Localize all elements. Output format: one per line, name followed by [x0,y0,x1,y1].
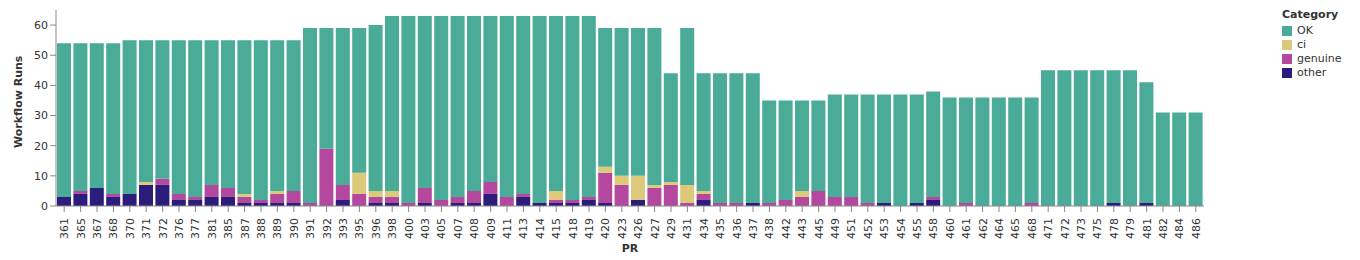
svg-text:443: 443 [796,218,809,239]
html-text:Category: Category [1282,8,1339,21]
svg-text:419: 419 [583,218,596,239]
svg-text:420: 420 [599,218,612,239]
svg-text:468: 468 [1026,218,1039,239]
svg-text:437: 437 [747,218,760,239]
svg-text:451: 451 [845,218,858,239]
svg-text:435: 435 [714,218,727,239]
svg-text:367: 367 [91,218,104,239]
svg-text:400: 400 [403,218,416,239]
svg-text:PR: PR [622,242,639,252]
svg-text:413: 413 [517,218,530,239]
svg-text:Workflow Runs: Workflow Runs [12,55,25,148]
svg-text:465: 465 [1009,218,1022,239]
svg-text:403: 403 [419,218,432,239]
svg-text:393: 393 [337,218,350,239]
svg-text:377: 377 [189,218,202,239]
svg-text:423: 423 [616,218,629,239]
svg-text:411: 411 [501,218,514,239]
svg-text:381: 381 [206,218,219,239]
svg-text:405: 405 [435,218,448,239]
svg-text:454: 454 [895,218,908,239]
svg-text:20: 20 [34,140,48,153]
svg-text:371: 371 [140,218,153,239]
html-text:other: other [1297,66,1327,79]
svg-text:438: 438 [763,218,776,239]
svg-text:460: 460 [944,218,957,239]
svg-text:478: 478 [1108,218,1121,239]
svg-text:395: 395 [353,218,366,239]
svg-text:475: 475 [1091,218,1104,239]
svg-text:390: 390 [288,218,301,239]
svg-text:449: 449 [829,218,842,239]
svg-text:479: 479 [1124,218,1137,239]
svg-text:414: 414 [534,218,547,239]
svg-text:398: 398 [386,218,399,239]
svg-text:387: 387 [239,218,252,239]
svg-text:453: 453 [878,218,891,239]
svg-text:408: 408 [468,218,481,239]
svg-text:442: 442 [780,218,793,239]
svg-text:40: 40 [34,79,48,92]
svg-text:473: 473 [1075,218,1088,239]
svg-text:431: 431 [681,218,694,239]
svg-text:372: 372 [157,218,170,239]
svg-text:368: 368 [107,218,120,239]
svg-text:385: 385 [222,218,235,239]
svg-text:427: 427 [649,218,662,239]
svg-text:445: 445 [813,218,826,239]
svg-text:429: 429 [665,218,678,239]
svg-text:370: 370 [124,218,137,239]
svg-text:0: 0 [41,200,48,213]
svg-text:50: 50 [34,49,48,62]
svg-text:481: 481 [1141,218,1154,239]
svg-text:389: 389 [271,218,284,239]
svg-text:434: 434 [698,218,711,239]
svg-text:392: 392 [321,218,334,239]
svg-text:376: 376 [173,218,186,239]
svg-text:418: 418 [567,218,580,239]
svg-text:426: 426 [632,218,645,239]
svg-text:407: 407 [452,218,465,239]
svg-text:30: 30 [34,109,48,122]
svg-text:458: 458 [927,218,940,239]
svg-text:388: 388 [255,218,268,239]
html-text:OK: OK [1297,24,1313,37]
svg-text:486: 486 [1190,218,1203,239]
svg-text:455: 455 [911,218,924,239]
svg-text:365: 365 [75,218,88,239]
svg-text:409: 409 [485,218,498,239]
svg-text:396: 396 [370,218,383,239]
svg-text:471: 471 [1042,218,1055,239]
html-text:ci: ci [1297,38,1307,51]
svg-text:452: 452 [862,218,875,239]
svg-text:60: 60 [34,19,48,32]
svg-text:482: 482 [1157,218,1170,239]
svg-text:361: 361 [58,218,71,239]
svg-text:415: 415 [550,218,563,239]
html-text:genuine: genuine [1297,52,1342,65]
svg-text:484: 484 [1173,218,1186,239]
svg-text:462: 462 [977,218,990,239]
svg-text:436: 436 [731,218,744,239]
svg-text:461: 461 [960,218,973,239]
svg-text:464: 464 [993,218,1006,239]
svg-text:472: 472 [1059,218,1072,239]
svg-text:391: 391 [304,218,317,239]
svg-text:10: 10 [34,170,48,183]
